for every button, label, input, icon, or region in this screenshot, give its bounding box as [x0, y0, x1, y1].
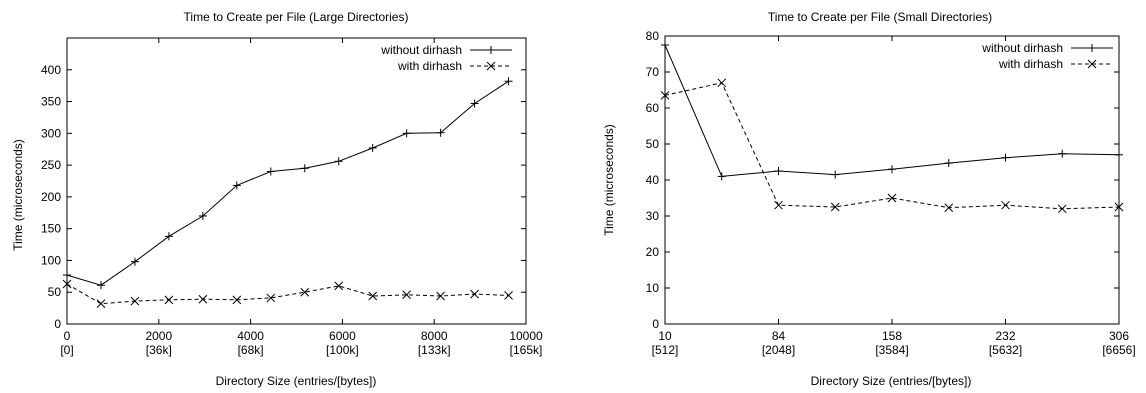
- data-point: [887, 193, 897, 203]
- series-line-with-dirhash: [664, 82, 1120, 210]
- series-line-with-dirhash: [66, 283, 509, 305]
- series-group: [660, 41, 1124, 214]
- legend-label: without dirhash: [380, 43, 462, 57]
- x-tick-label: 6000: [329, 329, 356, 343]
- legend-label: with dirhash: [397, 59, 462, 73]
- tick-group: 0501001502002503003504000[0]2000[36k]400…: [41, 38, 543, 357]
- chart-large-directories: Time to Create per File (Large Directori…: [11, 10, 543, 388]
- data-point: [1114, 202, 1124, 212]
- y-tick-label: 200: [41, 190, 61, 204]
- data-point: [660, 91, 670, 100]
- x-tick-label: 4000: [237, 329, 264, 343]
- y-tick-label: 300: [41, 126, 61, 140]
- y-tick-label: 150: [41, 222, 61, 236]
- y-tick-label: 20: [646, 245, 660, 259]
- x-tick-label: 158: [882, 329, 902, 343]
- data-point: [1057, 204, 1067, 214]
- y-axis-label: Time (microseconds): [602, 124, 616, 236]
- data-point: [436, 291, 445, 301]
- tick-group: 0102030405060708010[512]84[2048]158[3584…: [646, 29, 1136, 357]
- x-tick-label: 0: [64, 329, 71, 343]
- x-tick-label: 8000: [421, 329, 448, 343]
- data-point: [717, 78, 727, 88]
- y-tick-label: 40: [646, 173, 660, 187]
- series-line-without-dirhash: [66, 80, 509, 286]
- x-axis-label: Directory Size (entries/[bytes]): [811, 374, 972, 388]
- x-tick-sublabel: [0]: [60, 343, 73, 357]
- x-tick-sublabel: [5632]: [989, 343, 1022, 357]
- x-tick-sublabel: [2048]: [762, 343, 795, 357]
- x-tick-sublabel: [512]: [652, 343, 679, 357]
- plot-area: [664, 35, 1120, 325]
- y-tick-label: 30: [646, 209, 660, 223]
- data-point: [944, 203, 954, 213]
- x-tick-label: 306: [1109, 329, 1129, 343]
- data-point: [130, 296, 140, 306]
- data-point: [830, 202, 840, 212]
- y-tick-label: 100: [41, 253, 61, 267]
- x-tick-sublabel: [3584]: [875, 343, 908, 357]
- y-tick-label: 10: [646, 281, 660, 295]
- x-tick-label: 2000: [145, 329, 172, 343]
- legend-label: with dirhash: [998, 57, 1063, 71]
- y-tick-label: 60: [646, 101, 660, 115]
- y-tick-label: 250: [41, 158, 61, 172]
- legend-marker: [486, 61, 496, 71]
- x-tick-sublabel: [100k]: [326, 343, 359, 357]
- y-axis-label: Time (microseconds): [11, 139, 25, 251]
- chart-title: Time to Create per File (Small Directori…: [768, 10, 992, 24]
- data-point: [774, 200, 783, 210]
- x-tick-sublabel: [133k]: [418, 343, 451, 357]
- data-point: [1001, 200, 1010, 210]
- x-tick-label: 10: [658, 329, 672, 343]
- x-tick-label: 84: [772, 329, 786, 343]
- legend-marker: [1087, 59, 1097, 69]
- data-point: [198, 294, 208, 304]
- chart-small-directories: Time to Create per File (Small Directori…: [602, 10, 1136, 388]
- legend-label: without dirhash: [981, 41, 1063, 55]
- y-tick-label: 70: [646, 65, 660, 79]
- x-axis-label: Directory Size (entries/[bytes]): [216, 374, 377, 388]
- y-tick-label: 400: [41, 63, 61, 77]
- y-tick-label: 0: [54, 317, 61, 331]
- data-point: [470, 289, 479, 299]
- data-point: [164, 295, 174, 305]
- plot-area: [66, 37, 527, 325]
- x-tick-sublabel: [68k]: [238, 343, 264, 357]
- data-point: [334, 281, 344, 291]
- data-point: [62, 279, 72, 289]
- data-point: [368, 291, 378, 301]
- x-tick-sublabel: [36k]: [146, 343, 172, 357]
- data-point: [402, 290, 412, 300]
- y-tick-label: 50: [646, 137, 660, 151]
- legend: without dirhash with dirhash: [981, 41, 1113, 71]
- data-point: [232, 295, 242, 305]
- legend: without dirhash with dirhash: [380, 43, 512, 73]
- x-tick-sublabel: [6656]: [1102, 343, 1135, 357]
- x-tick-label: 10000: [509, 329, 543, 343]
- data-point: [504, 291, 513, 300]
- x-tick-sublabel: [165k]: [510, 343, 543, 357]
- y-tick-label: 80: [646, 29, 660, 43]
- data-point: [96, 299, 106, 309]
- data-point: [300, 287, 310, 297]
- series-group: [62, 77, 513, 309]
- y-tick-label: 350: [41, 95, 61, 109]
- x-tick-label: 232: [995, 329, 1015, 343]
- y-tick-label: 0: [652, 317, 659, 331]
- y-tick-label: 50: [48, 285, 62, 299]
- chart-title: Time to Create per File (Large Directori…: [184, 10, 409, 24]
- data-point: [266, 293, 276, 303]
